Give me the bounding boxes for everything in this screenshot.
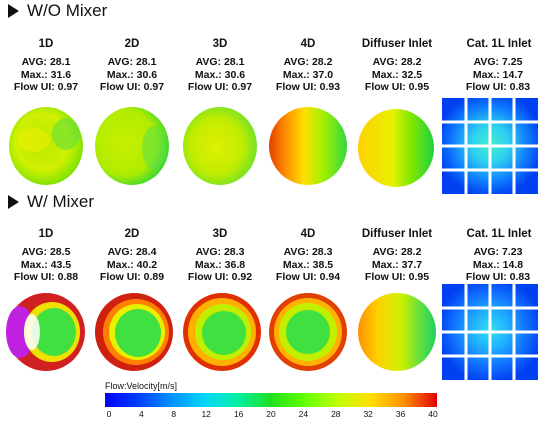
section-title-with-mixer: W/ Mixer xyxy=(8,192,94,212)
col-header-diffuser-w: Diffuser Inlet xyxy=(361,228,433,240)
legend-tick-label: 12 xyxy=(201,409,211,419)
legend-tick-label: 36 xyxy=(395,409,406,419)
stats-2d-wo: AVG: 28.1 Max.: 30.6 Flow UI: 0.97 xyxy=(86,56,178,94)
stat-ui: Flow UI: 0.97 xyxy=(99,81,165,93)
catalyst-grid-w xyxy=(442,284,538,380)
contour-4d-wo xyxy=(269,107,347,185)
col-header-4d-w: 4D xyxy=(300,228,316,240)
stat-avg: AVG: 28.1 xyxy=(21,56,71,68)
stat-max: Max.: 14.8 xyxy=(472,258,524,271)
stat-avg: AVG: 28.5 xyxy=(21,246,71,258)
stat-avg: AVG: 28.2 xyxy=(372,246,422,258)
play-triangle-icon xyxy=(8,195,19,209)
col-header-3d-wo: 3D xyxy=(212,38,228,50)
catalyst-grid-wo xyxy=(442,98,538,194)
col-header-4d-wo: 4D xyxy=(300,38,316,50)
stat-ui: Flow UI: 0.97 xyxy=(13,81,79,93)
col-header-2d-w: 2D xyxy=(124,228,140,240)
stat-max: Max.: 38.5 xyxy=(282,258,334,271)
contour-diffuser-w xyxy=(358,293,436,371)
col-header-2d-wo: 2D xyxy=(124,38,140,50)
stats-1d-wo: AVG: 28.1 Max.: 31.6 Flow UI: 0.97 xyxy=(0,56,92,94)
legend-tick-label: 40 xyxy=(428,409,438,419)
section-title-without-mixer: W/O Mixer xyxy=(8,1,107,21)
contour-3d-wo xyxy=(183,107,257,185)
stat-max: Max.: 40.2 xyxy=(106,258,158,271)
stats-4d-wo: AVG: 28.2 Max.: 37.0 Flow UI: 0.93 xyxy=(262,56,354,94)
stat-ui: Flow UI: 0.88 xyxy=(13,271,79,283)
section-title-text: W/ Mixer xyxy=(27,192,95,211)
stat-avg: AVG: 7.23 xyxy=(473,246,523,258)
col-header-diffuser-wo: Diffuser Inlet xyxy=(361,38,433,50)
contour-4d-w xyxy=(269,293,347,371)
stat-avg: AVG: 28.2 xyxy=(283,56,333,68)
stat-max: Max.: 14.7 xyxy=(472,68,524,81)
stat-max: Max.: 32.5 xyxy=(371,68,423,81)
legend-tick-label: 24 xyxy=(298,409,309,419)
legend-title: Flow:Velocity[m/s] xyxy=(105,381,178,391)
legend-tick-label: 16 xyxy=(233,409,244,419)
col-header-cat-wo: Cat. 1L Inlet xyxy=(466,38,532,50)
stat-max: Max.: 37.0 xyxy=(282,68,334,81)
stat-max: Max.: 43.5 xyxy=(20,258,72,271)
contour-1d-wo xyxy=(9,107,83,185)
legend-tick-label: 32 xyxy=(363,409,373,419)
stat-ui: Flow UI: 0.83 xyxy=(465,81,531,93)
stats-1d-w: AVG: 28.5 Max.: 43.5 Flow UI: 0.88 xyxy=(0,246,92,284)
col-header-1d-wo: 1D xyxy=(38,38,54,50)
stat-ui: Flow UI: 0.97 xyxy=(187,81,253,93)
stat-max: Max.: 36.8 xyxy=(194,258,246,271)
stat-avg: AVG: 28.4 xyxy=(107,246,157,258)
stat-ui: Flow UI: 0.95 xyxy=(364,81,430,93)
stat-avg: AVG: 7.25 xyxy=(473,56,523,68)
stat-ui: Flow UI: 0.89 xyxy=(99,271,165,283)
stat-max: Max.: 37.7 xyxy=(371,258,423,271)
stat-ui: Flow UI: 0.94 xyxy=(275,271,341,283)
stats-diffuser-wo: AVG: 28.2 Max.: 32.5 Flow UI: 0.95 xyxy=(351,56,443,94)
stat-ui: Flow UI: 0.93 xyxy=(275,81,341,93)
stat-ui: Flow UI: 0.95 xyxy=(364,271,430,283)
stat-max: Max.: 31.6 xyxy=(20,68,72,81)
legend-tick-label: 28 xyxy=(331,409,341,419)
stat-ui: Flow UI: 0.92 xyxy=(187,271,253,283)
col-header-3d-w: 3D xyxy=(212,228,228,240)
contour-2d-w xyxy=(95,293,173,371)
legend-tick-label: 0 xyxy=(106,409,112,419)
legend-tick-label: 8 xyxy=(171,409,177,419)
stat-avg: AVG: 28.2 xyxy=(372,56,422,68)
contour-diffuser-wo xyxy=(358,109,434,187)
col-header-cat-w: Cat. 1L Inlet xyxy=(466,228,532,240)
stat-ui: Flow UI: 0.83 xyxy=(465,271,531,283)
contour-2d-wo xyxy=(95,107,169,185)
stat-max: Max.: 30.6 xyxy=(194,68,246,81)
legend-colorbar xyxy=(105,393,437,407)
stat-max: Max.: 30.6 xyxy=(106,68,158,81)
contour-1d-w xyxy=(6,293,85,371)
stats-diffuser-w: AVG: 28.2 Max.: 37.7 Flow UI: 0.95 xyxy=(351,246,443,284)
stat-avg: AVG: 28.3 xyxy=(283,246,333,258)
stats-cat-wo: AVG: 7.25 Max.: 14.7 Flow UI: 0.83 xyxy=(452,56,544,94)
stat-avg: AVG: 28.3 xyxy=(195,246,245,258)
contour-3d-w xyxy=(183,293,261,371)
stats-cat-w: AVG: 7.23 Max.: 14.8 Flow UI: 0.83 xyxy=(452,246,544,284)
stats-3d-wo: AVG: 28.1 Max.: 30.6 Flow UI: 0.97 xyxy=(174,56,266,94)
stats-4d-w: AVG: 28.3 Max.: 38.5 Flow UI: 0.94 xyxy=(262,246,354,284)
play-triangle-icon xyxy=(8,4,19,18)
stat-avg: AVG: 28.1 xyxy=(107,56,157,68)
col-header-1d-w: 1D xyxy=(38,228,54,240)
legend-tick-label: 4 xyxy=(139,409,144,419)
legend-tick-label: 20 xyxy=(266,409,276,419)
stats-2d-w: AVG: 28.4 Max.: 40.2 Flow UI: 0.89 xyxy=(86,246,178,284)
stat-avg: AVG: 28.1 xyxy=(195,56,245,68)
stats-3d-w: AVG: 28.3 Max.: 36.8 Flow UI: 0.92 xyxy=(174,246,266,284)
section-title-text: W/O Mixer xyxy=(27,1,108,20)
